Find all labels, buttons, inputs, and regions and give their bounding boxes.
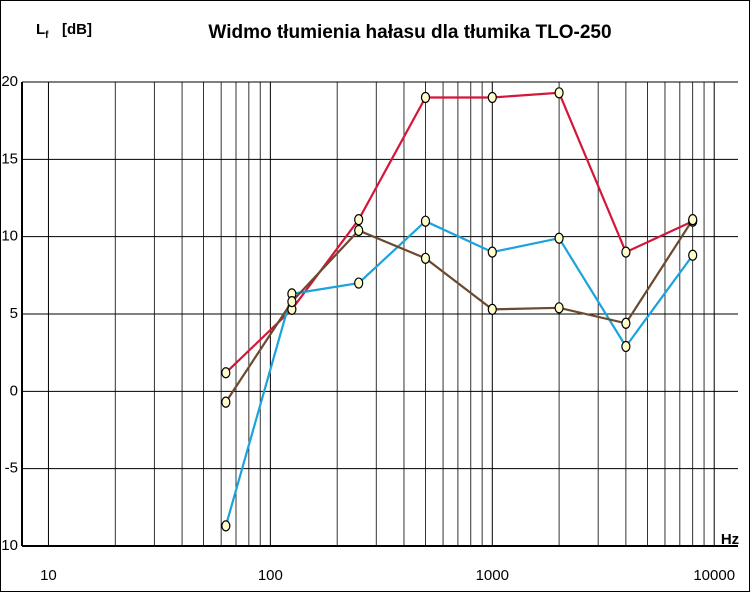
y-tick-label: -5: [5, 460, 18, 477]
point: [688, 214, 698, 226]
y-tick-label: 5: [10, 305, 18, 322]
series-line: [224, 219, 694, 527]
point: [354, 277, 364, 289]
point: [487, 303, 497, 315]
point: [420, 215, 431, 227]
y-label-sub: f: [45, 30, 49, 41]
point: [420, 252, 431, 264]
point: [287, 296, 297, 308]
point: [487, 91, 497, 104]
y-tick-label: -10: [0, 537, 18, 554]
point: [221, 396, 231, 408]
y-tick-label: 10: [1, 228, 18, 245]
x-tick-label: 1000: [476, 567, 509, 584]
point: [221, 520, 231, 532]
x-tick-label: 10: [40, 567, 57, 584]
point: [688, 249, 698, 261]
point: [621, 317, 631, 329]
y-unit: [dB]: [62, 21, 92, 38]
point: [221, 367, 231, 379]
chart-title: Widmo tłumienia hałasu dla tłumika TLO-2…: [208, 22, 611, 43]
y-tick-label: 0: [10, 382, 18, 399]
point: [621, 246, 631, 258]
x-tick-label: 10000: [693, 567, 735, 584]
x-label: Hz: [721, 531, 739, 548]
point: [354, 214, 364, 226]
point: [420, 91, 431, 104]
series-line: [225, 91, 694, 374]
point: [554, 87, 564, 99]
y-tick-label: 15: [1, 150, 18, 167]
point: [354, 224, 364, 237]
point: [621, 340, 631, 353]
point: [554, 302, 564, 314]
series-line: [224, 219, 694, 403]
x-tick-label: 100: [258, 567, 283, 584]
y-tick-label: 20: [1, 73, 18, 90]
point: [487, 246, 497, 258]
y-label: Lf: [36, 21, 49, 41]
y-label-main: L: [36, 21, 45, 38]
point: [554, 232, 564, 244]
